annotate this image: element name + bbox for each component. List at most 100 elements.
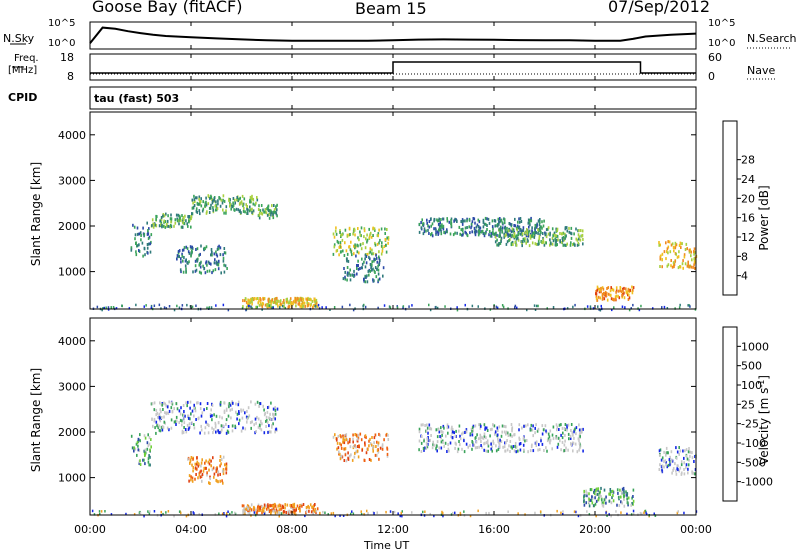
velocity-cell <box>259 426 261 430</box>
power-cell <box>443 230 445 234</box>
power-cell <box>369 263 372 266</box>
power-cell <box>297 302 300 306</box>
velocity-cell <box>438 446 440 450</box>
power-cell <box>667 263 670 267</box>
velocity-cell-ground <box>334 514 336 518</box>
velocity-cell <box>529 428 532 432</box>
power-cell <box>336 249 339 252</box>
velocity-cell <box>529 449 532 453</box>
power-cell-ground <box>103 306 105 310</box>
velocity-cell <box>530 423 533 427</box>
power-cell <box>428 220 431 223</box>
velocity-cell <box>188 474 191 478</box>
velocity-cell <box>573 430 575 434</box>
velocity-cell <box>465 430 468 434</box>
power-cell-ground <box>195 304 197 307</box>
power-cell <box>192 206 195 210</box>
power-cell <box>370 265 372 269</box>
power-cell <box>380 227 383 231</box>
velocity-cell <box>144 452 146 456</box>
power-cell <box>509 233 512 237</box>
power-cell <box>364 265 367 269</box>
velocity-cell <box>369 437 371 441</box>
power-cell <box>688 265 691 269</box>
power-cell-ground <box>586 305 589 308</box>
velocity-cell <box>375 445 377 448</box>
velocity-cell <box>223 409 226 413</box>
power-cell <box>211 250 213 254</box>
power-cell <box>369 247 372 251</box>
velocity-cell <box>268 430 271 434</box>
power-cell <box>272 216 275 220</box>
power-cell-ground <box>477 305 479 308</box>
velocity-cell <box>201 458 203 462</box>
velocity-cell <box>480 440 482 443</box>
power-cell <box>195 209 198 213</box>
velocity-cell <box>463 450 466 454</box>
power-cell-ground <box>396 306 399 309</box>
velocity-cell <box>541 424 544 428</box>
velocity-cell <box>163 415 165 419</box>
power-cell <box>233 198 236 202</box>
power-cell <box>520 220 523 223</box>
colorbar-tick-label: -500 <box>741 456 766 469</box>
velocity-cell <box>355 433 358 437</box>
power-cell-ground <box>281 304 284 308</box>
velocity-cell-ground <box>93 513 96 516</box>
power-cell <box>217 247 220 251</box>
velocity-cell <box>577 437 580 441</box>
power-cell <box>238 202 241 206</box>
power-cell <box>180 225 183 229</box>
velocity-cell <box>456 450 459 454</box>
power-cell <box>449 232 452 236</box>
power-cell <box>690 250 692 254</box>
power-cell <box>248 303 250 307</box>
power-cell-ground <box>679 303 681 307</box>
power-cell <box>191 212 193 216</box>
power-cell <box>506 226 508 230</box>
velocity-cell <box>261 508 264 512</box>
velocity-cell <box>661 456 664 460</box>
power-cell <box>549 243 551 247</box>
velocity-cell <box>379 446 382 450</box>
velocity-cell-ground <box>288 511 291 514</box>
power-cell <box>339 242 342 246</box>
power-cell <box>198 209 201 213</box>
power-cell <box>555 227 557 231</box>
power-cell <box>480 230 483 234</box>
power-cell-ground <box>112 306 115 309</box>
velocity-cell <box>193 406 195 410</box>
power-cell <box>342 277 345 281</box>
power-cell <box>203 267 205 271</box>
power-cell <box>266 303 268 306</box>
power-cell <box>503 232 505 236</box>
velocity-cell <box>301 504 303 508</box>
velocity-cell-ground <box>339 514 341 517</box>
power-cell <box>430 233 432 237</box>
velocity-cell <box>578 448 580 452</box>
power-cell <box>251 297 254 301</box>
power-cell <box>441 223 443 227</box>
velocity-cell <box>173 407 175 411</box>
power-cell <box>167 224 170 228</box>
power-cell <box>368 255 370 259</box>
power-cell <box>505 242 508 246</box>
velocity-cell <box>372 445 374 449</box>
power-cell <box>607 286 610 290</box>
velocity-cell <box>259 508 262 512</box>
velocity-cell <box>225 408 228 412</box>
power-cell <box>363 260 365 264</box>
power-cell <box>344 277 347 281</box>
velocity-cell <box>440 446 443 450</box>
power-cell <box>496 233 498 237</box>
power-cell <box>504 234 507 238</box>
power-cell-ground <box>621 305 624 308</box>
velocity-cell <box>270 430 272 434</box>
velocity-cell <box>571 431 574 435</box>
velocity-cell-ground <box>352 512 355 515</box>
velocity-cell <box>350 453 352 457</box>
velocity-cell <box>200 428 203 432</box>
power-cell <box>223 263 225 267</box>
velocity-cell <box>418 430 421 434</box>
